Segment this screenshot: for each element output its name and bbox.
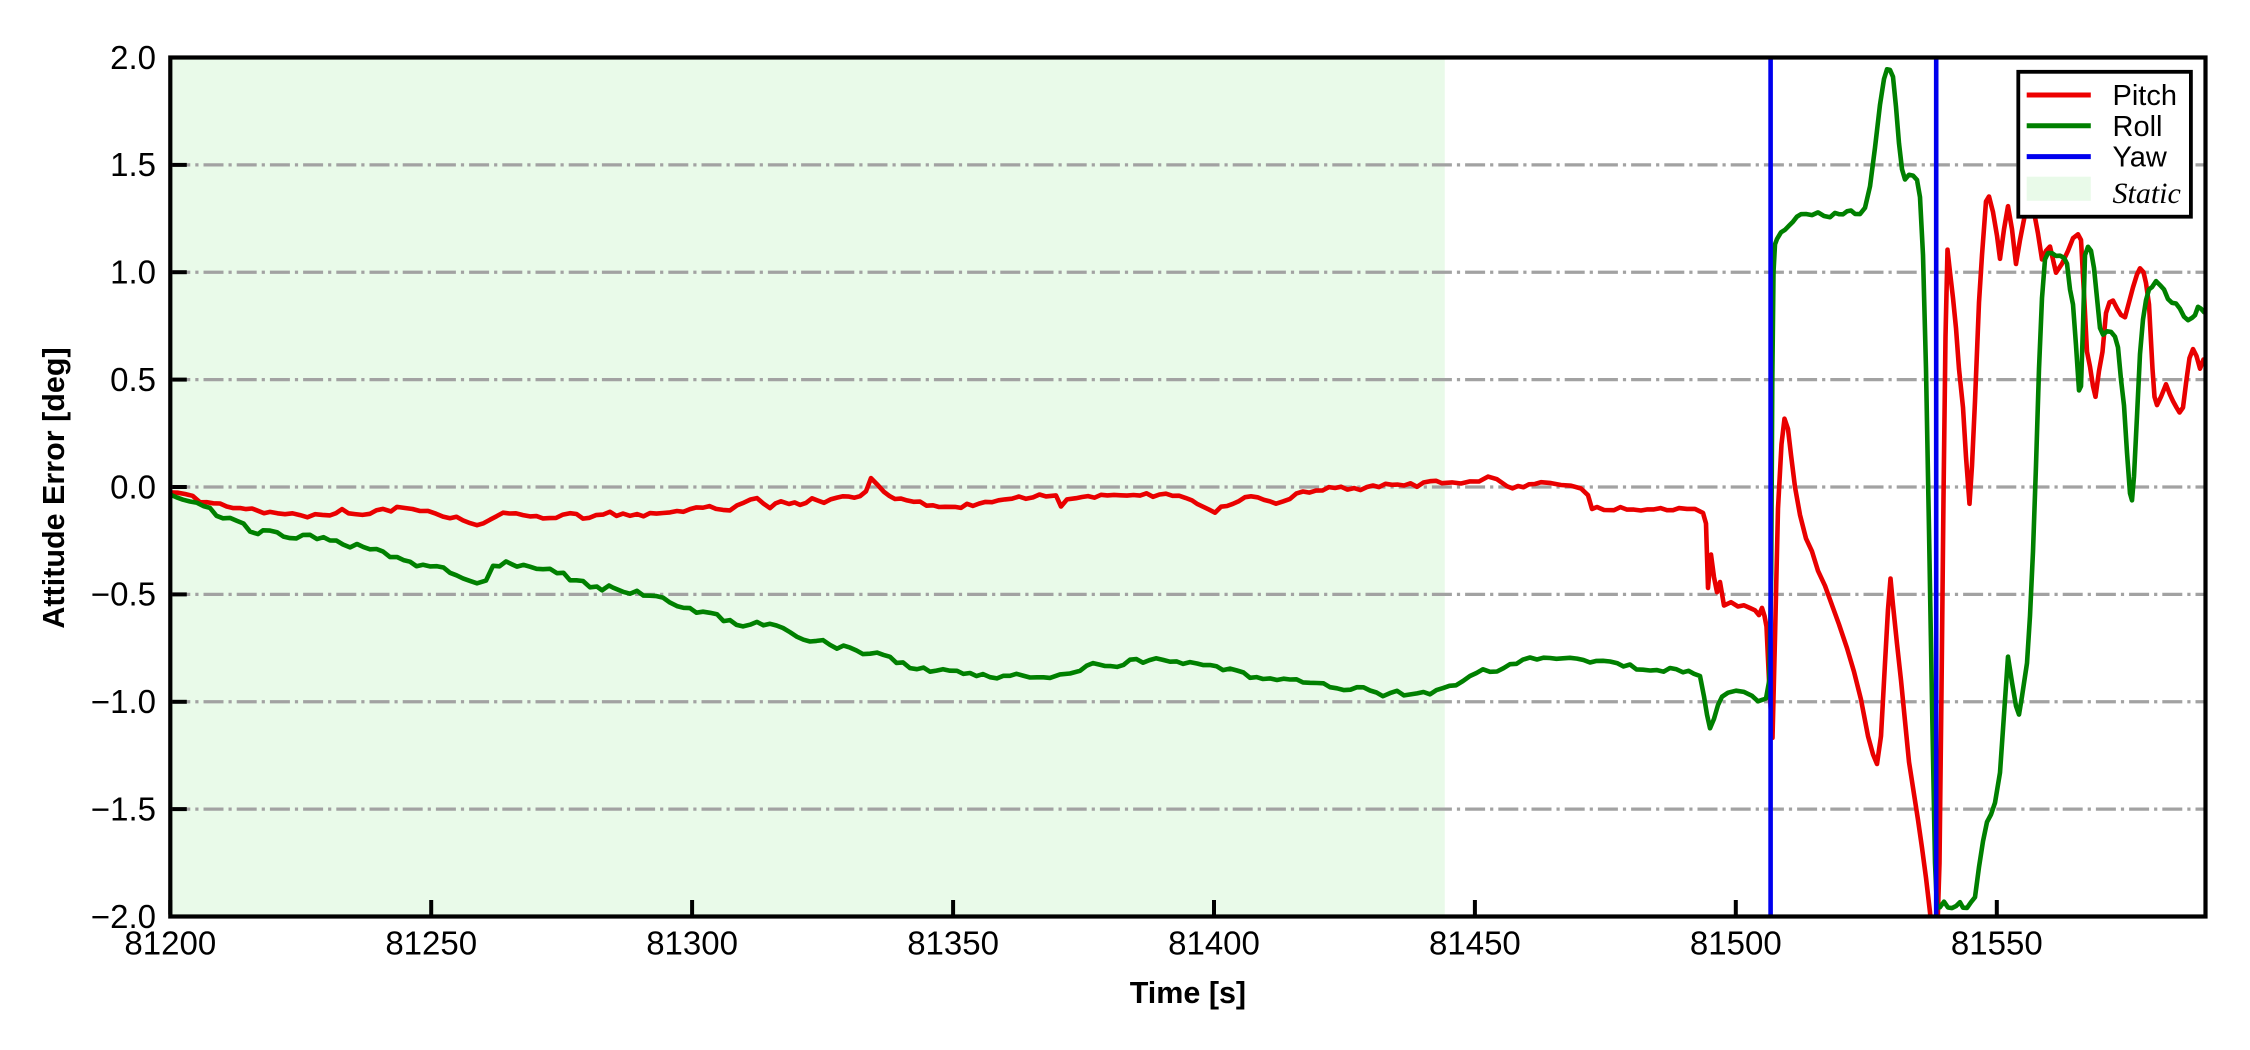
svg-text:81550: 81550 (1951, 925, 2043, 962)
svg-text:Pitch: Pitch (2113, 80, 2177, 112)
svg-text:Attitude Error [deg]: Attitude Error [deg] (37, 347, 71, 628)
svg-text:81350: 81350 (907, 925, 999, 962)
svg-text:−1.5: −1.5 (91, 790, 156, 827)
svg-text:Time [s]: Time [s] (1130, 976, 1246, 1010)
svg-text:−1.0: −1.0 (91, 683, 156, 720)
svg-text:81450: 81450 (1429, 925, 1521, 962)
svg-text:81250: 81250 (385, 925, 477, 962)
svg-text:−2.0: −2.0 (91, 898, 156, 935)
svg-text:81400: 81400 (1168, 925, 1260, 962)
svg-text:0.5: 0.5 (110, 361, 156, 398)
svg-text:1.5: 1.5 (110, 146, 156, 183)
svg-text:2.0: 2.0 (110, 39, 156, 76)
svg-text:Static: Static (2113, 177, 2181, 210)
svg-text:Roll: Roll (2113, 111, 2163, 143)
svg-text:81300: 81300 (646, 925, 738, 962)
svg-text:81500: 81500 (1690, 925, 1782, 962)
svg-text:1.0: 1.0 (110, 254, 156, 291)
svg-text:Yaw: Yaw (2113, 142, 2168, 174)
svg-text:−0.5: −0.5 (91, 576, 156, 613)
svg-text:81200: 81200 (124, 925, 216, 962)
svg-text:0.0: 0.0 (110, 468, 156, 505)
